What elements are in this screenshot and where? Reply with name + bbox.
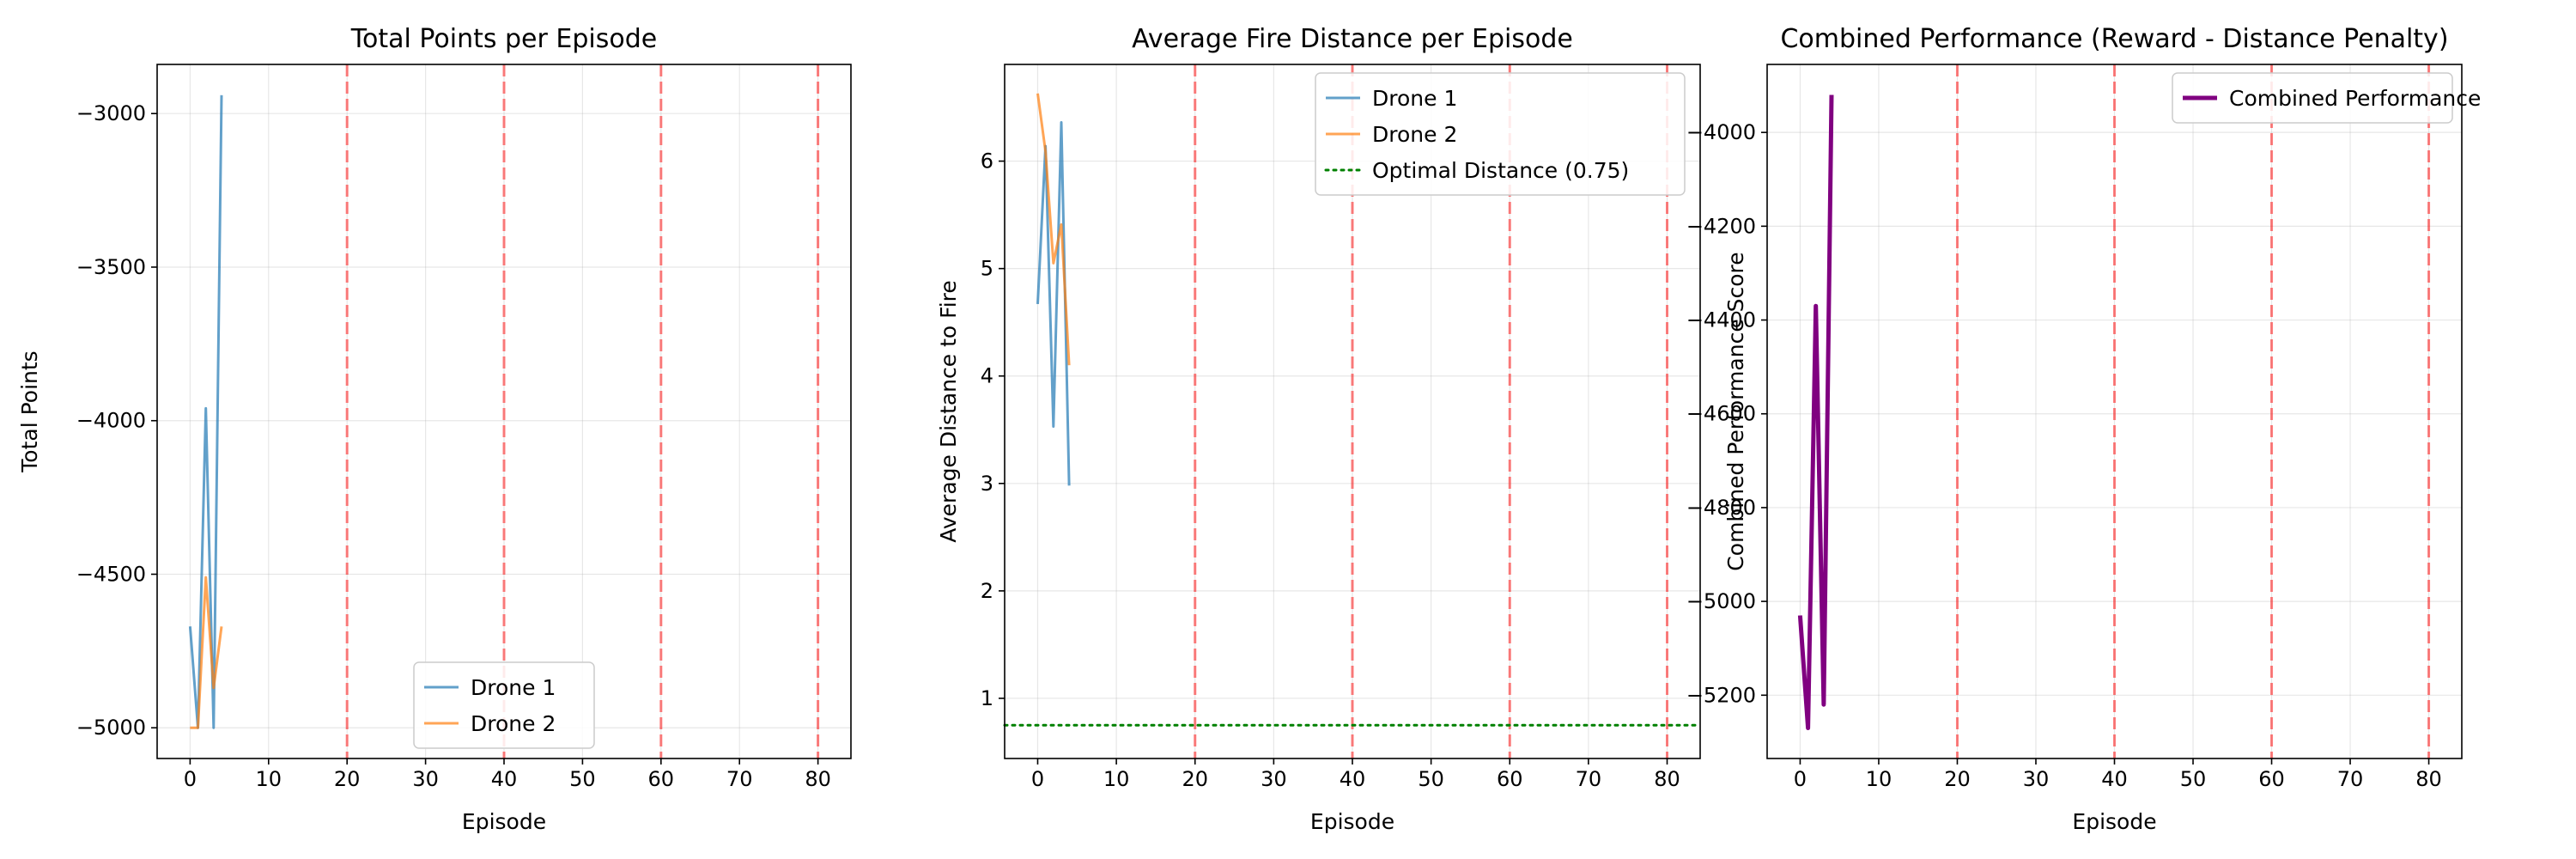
x-tick-label: 50 xyxy=(569,767,596,791)
x-tick-label: 30 xyxy=(412,767,439,791)
y-tick-label: −4800 xyxy=(1686,496,1756,520)
legend-label: Combined Performance xyxy=(2229,86,2481,111)
y-tick-label: 6 xyxy=(981,149,993,174)
x-tick-label: 80 xyxy=(805,767,831,791)
x-tick-label: 10 xyxy=(256,767,283,791)
y-tick-label: −4000 xyxy=(76,409,146,433)
x-tick-label: 50 xyxy=(1418,767,1444,791)
x-axis-label: Episode xyxy=(1310,809,1394,834)
x-tick-label: 20 xyxy=(1944,767,1971,791)
x-tick-label: 30 xyxy=(1261,767,1287,791)
y-tick-label: −3500 xyxy=(76,255,146,279)
y-axis-label: Average Distance to Fire xyxy=(936,280,961,543)
x-tick-label: 60 xyxy=(648,767,675,791)
x-tick-label: 40 xyxy=(491,767,518,791)
x-tick-label: 70 xyxy=(726,767,753,791)
x-tick-label: 0 xyxy=(1794,767,1807,791)
x-tick-label: 30 xyxy=(2023,767,2050,791)
y-tick-label: −4200 xyxy=(1686,214,1756,238)
legend: Drone 1 Drone 2 xyxy=(413,661,595,749)
series-line-drone-2 xyxy=(1036,93,1071,366)
x-tick-label: 60 xyxy=(2258,767,2285,791)
chart-title: Total Points per Episode xyxy=(350,24,657,54)
x-axis-label: Episode xyxy=(462,809,546,834)
x-tick-label: 50 xyxy=(2180,767,2207,791)
y-tick-label: 1 xyxy=(981,686,993,710)
legend-box xyxy=(1315,72,1686,196)
series-line-combined-performance xyxy=(1797,94,1834,730)
y-tick-label: −5000 xyxy=(1686,589,1756,613)
y-axis-label: Total Points xyxy=(17,350,42,472)
y-tick-label: −4400 xyxy=(1686,308,1756,332)
x-tick-label: 10 xyxy=(1866,767,1893,791)
chart-title: Average Fire Distance per Episode xyxy=(1132,24,1573,54)
chart-2: 0 10 20 30 40 50 60 70 80 1 2 3 4 5 6 Average Fire Dist… xyxy=(936,24,1702,834)
y-axis-label: Combined Performance Score xyxy=(1723,252,1748,570)
legend: Combined Performance xyxy=(2172,72,2481,124)
y-tick-label: −5000 xyxy=(76,716,146,740)
chart-3: 0 10 20 30 40 50 60 70 80 −5200 −5000 −4800 −4600 −44… xyxy=(1686,24,2482,834)
y-tick-label: −4500 xyxy=(76,562,146,586)
series-line-drone-2 xyxy=(190,576,223,729)
series-line-drone-1 xyxy=(188,94,223,729)
x-tick-label: 60 xyxy=(1497,767,1523,791)
chart-title: Combined Performance (Reward - Distance … xyxy=(1780,24,2448,54)
y-tick-label: −5200 xyxy=(1686,683,1756,707)
y-tick-label: 4 xyxy=(981,364,993,388)
y-tick-label: 3 xyxy=(981,472,993,496)
legend-box xyxy=(2172,72,2453,124)
chart-1: 0 10 20 30 40 50 60 70 80 −5000 −4500 −4000 −3500 −30… xyxy=(17,24,852,834)
legend-label: Drone 2 xyxy=(1372,122,1457,147)
x-tick-label: 0 xyxy=(184,767,197,791)
x-axis-label: Episode xyxy=(2072,809,2156,834)
y-tick-label: −4000 xyxy=(1686,120,1756,144)
x-tick-label: 10 xyxy=(1103,767,1130,791)
y-tick-label: 2 xyxy=(981,579,993,603)
legend-label: Drone 2 xyxy=(471,711,556,736)
x-tick-label: 20 xyxy=(334,767,361,791)
x-tick-label: 80 xyxy=(2415,767,2442,791)
y-tick-label: −4600 xyxy=(1686,402,1756,426)
x-tick-label: 70 xyxy=(1576,767,1602,791)
legend: Drone 1 Drone 2 Optimal Distance (0.75) xyxy=(1315,72,1686,196)
x-tick-label: 80 xyxy=(1654,767,1680,791)
x-tick-label: 40 xyxy=(2101,767,2128,791)
x-tick-label: 0 xyxy=(1031,767,1044,791)
y-tick-label: 5 xyxy=(981,257,993,281)
x-tick-label: 70 xyxy=(2337,767,2364,791)
legend-label: Drone 1 xyxy=(1372,86,1457,111)
x-tick-label: 20 xyxy=(1182,767,1208,791)
x-tick-label: 40 xyxy=(1340,767,1366,791)
legend-label: Drone 1 xyxy=(471,675,556,700)
legend-box xyxy=(413,661,595,749)
legend-label: Optimal Distance (0.75) xyxy=(1372,158,1629,183)
y-tick-label: −3000 xyxy=(76,101,146,125)
series-line-drone-1 xyxy=(1036,121,1071,486)
